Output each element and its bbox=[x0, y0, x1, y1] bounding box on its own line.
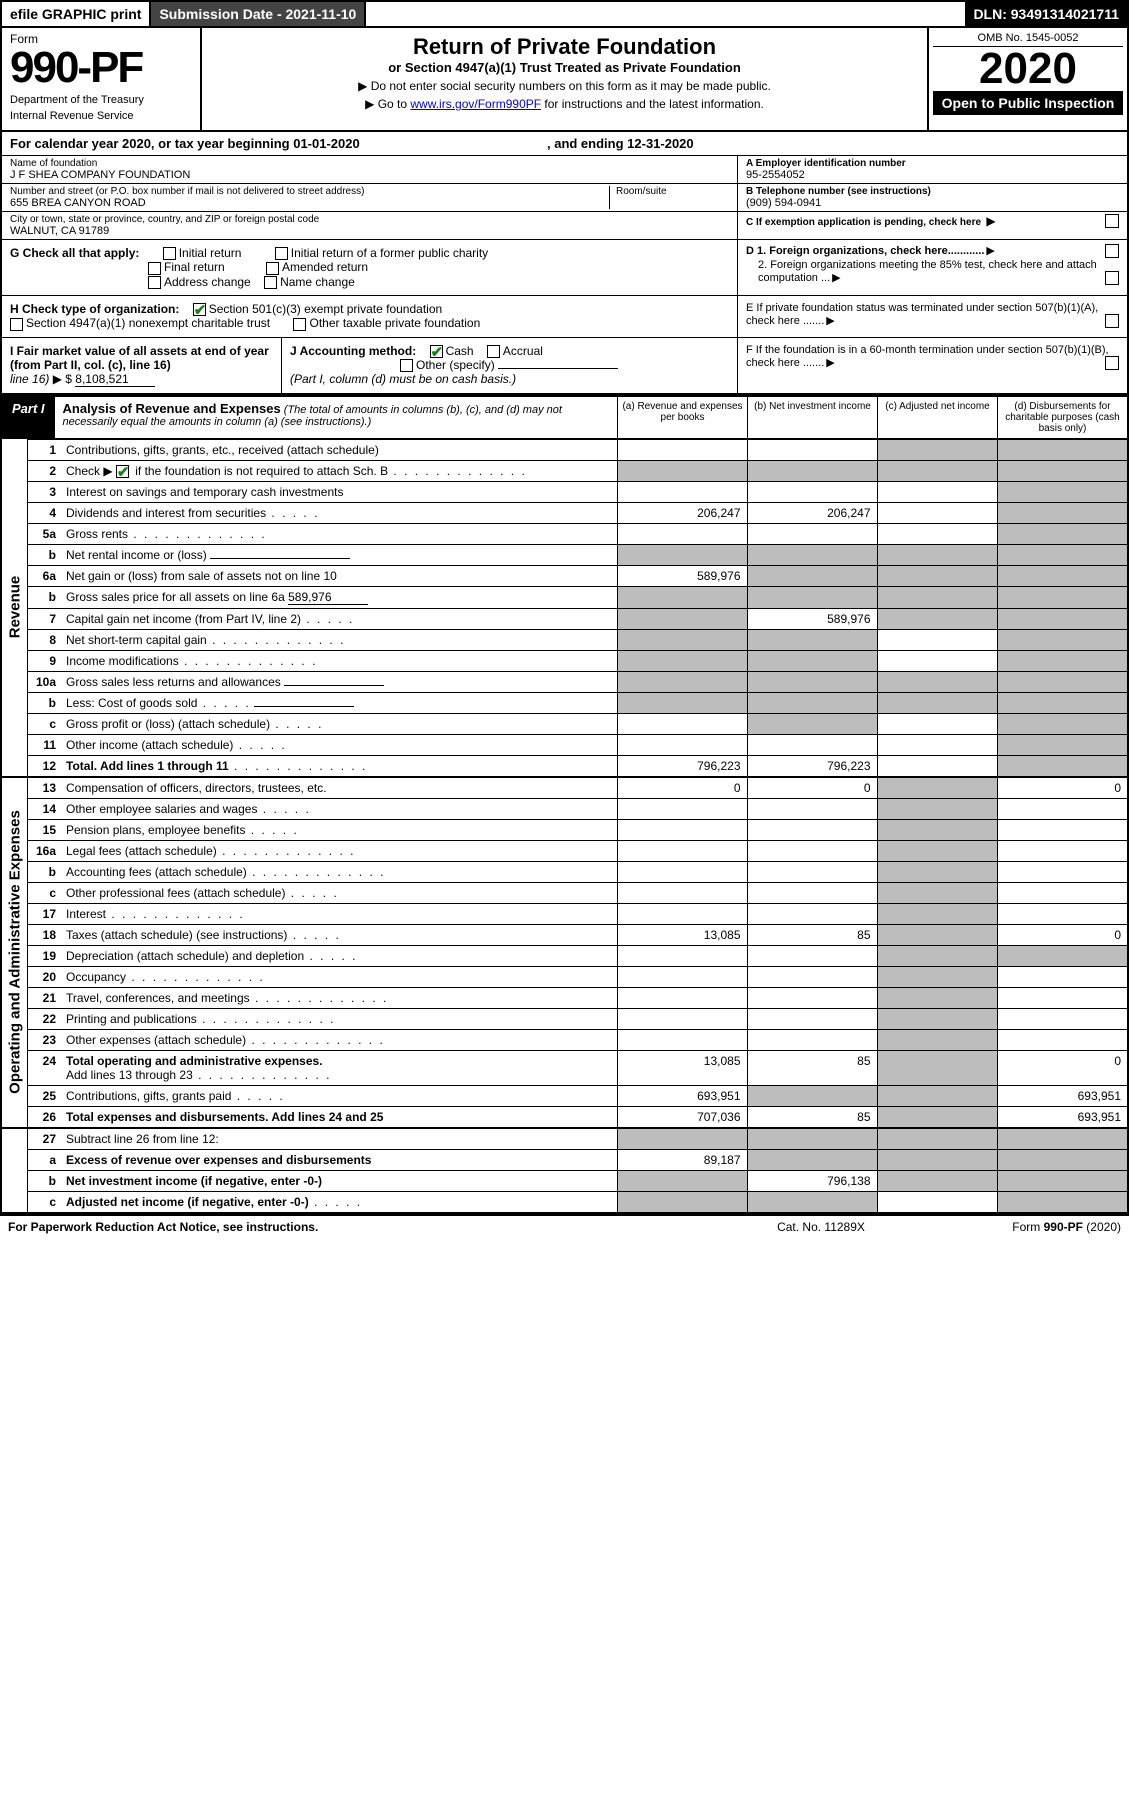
note-link: ▶ Go to www.irs.gov/Form990PF for instru… bbox=[212, 97, 917, 111]
calendar-year-row: For calendar year 2020, or tax year begi… bbox=[2, 132, 1127, 156]
e-section: E If private foundation status was termi… bbox=[737, 296, 1127, 337]
cb-e[interactable] bbox=[1105, 314, 1119, 328]
i-section: I Fair market value of all assets at end… bbox=[2, 338, 282, 393]
note2-post: for instructions and the latest informat… bbox=[541, 97, 764, 111]
submission-date: Submission Date - 2021-11-10 bbox=[151, 2, 366, 26]
dept-irs: Internal Revenue Service bbox=[10, 110, 192, 122]
f-section: F If the foundation is in a 60-month ter… bbox=[737, 338, 1127, 393]
arrow-icon: ▶ bbox=[986, 214, 995, 228]
form-title: Return of Private Foundation bbox=[212, 34, 917, 60]
g-d-row: G Check all that apply: Initial return I… bbox=[2, 240, 1127, 296]
page-footer: For Paperwork Reduction Act Notice, see … bbox=[0, 1214, 1129, 1238]
form-header: Form 990-PF Department of the Treasury I… bbox=[2, 28, 1127, 132]
form-container: efile GRAPHIC print Submission Date - 20… bbox=[0, 0, 1129, 1214]
j-section: J Accounting method: Cash Accrual Other … bbox=[282, 338, 737, 393]
revenue-side-label: Revenue bbox=[2, 439, 28, 776]
header-left: Form 990-PF Department of the Treasury I… bbox=[2, 28, 202, 130]
dept-treasury: Department of the Treasury bbox=[10, 94, 192, 106]
revenue-section: Revenue 1Contributions, gifts, grants, e… bbox=[2, 439, 1127, 776]
header-right: OMB No. 1545-0052 2020 Open to Public In… bbox=[927, 28, 1127, 130]
g-section: G Check all that apply: Initial return I… bbox=[2, 240, 737, 295]
phone-label: B Telephone number (see instructions) bbox=[746, 186, 1119, 197]
part1-tag: Part I bbox=[2, 397, 55, 438]
cb-accrual[interactable] bbox=[487, 345, 500, 358]
cb-cash[interactable] bbox=[430, 345, 443, 358]
part1-header: Part I Analysis of Revenue and Expenses … bbox=[2, 395, 1127, 439]
h-label: H Check type of organization: bbox=[10, 302, 179, 316]
footer-left: For Paperwork Reduction Act Notice, see … bbox=[8, 1220, 721, 1234]
cb-d2[interactable] bbox=[1105, 271, 1119, 285]
dln-label: DLN: 93491314021711 bbox=[965, 2, 1127, 26]
cal-end: , and ending 12-31-2020 bbox=[547, 136, 694, 151]
d2-label: 2. Foreign organizations meeting the 85%… bbox=[758, 259, 1097, 284]
j-note: (Part I, column (d) must be on cash basi… bbox=[290, 372, 516, 386]
revenue-table: 1Contributions, gifts, grants, etc., rec… bbox=[28, 439, 1127, 776]
addr-value: 655 BREA CANYON ROAD bbox=[10, 197, 609, 209]
c-checkbox[interactable] bbox=[1105, 214, 1119, 228]
city-label: City or town, state or province, country… bbox=[10, 214, 729, 225]
form-number: 990-PF bbox=[10, 46, 192, 90]
footer-form: Form 990-PF (2020) bbox=[921, 1220, 1121, 1234]
expenses-section: Operating and Administrative Expenses 13… bbox=[2, 776, 1127, 1127]
cb-initial-return[interactable] bbox=[163, 247, 176, 260]
c-label: C If exemption application is pending, c… bbox=[746, 217, 981, 228]
header-mid: Return of Private Foundation or Section … bbox=[202, 28, 927, 130]
efile-label: efile GRAPHIC print bbox=[2, 2, 151, 26]
f-label: F If the foundation is in a 60-month ter… bbox=[746, 344, 1109, 369]
city-exemption-row: City or town, state or province, country… bbox=[2, 212, 1127, 240]
cb-address-change[interactable] bbox=[148, 276, 161, 289]
tax-year: 2020 bbox=[933, 47, 1123, 91]
top-bar: efile GRAPHIC print Submission Date - 20… bbox=[2, 2, 1127, 28]
cb-501c3[interactable] bbox=[193, 303, 206, 316]
col-a-hdr: (a) Revenue and expenses per books bbox=[617, 397, 747, 438]
ein-value: 95-2554052 bbox=[746, 169, 1119, 181]
form-subtitle: or Section 4947(a)(1) Trust Treated as P… bbox=[212, 60, 917, 75]
foundation-name: J F SHEA COMPANY FOUNDATION bbox=[10, 169, 729, 181]
e-label: E If private foundation status was termi… bbox=[746, 302, 1098, 327]
i-j-f-row: I Fair market value of all assets at end… bbox=[2, 338, 1127, 395]
cb-4947[interactable] bbox=[10, 318, 23, 331]
i-arrow: ▶ $ bbox=[53, 372, 72, 386]
column-headers: (a) Revenue and expenses per books (b) N… bbox=[617, 397, 1127, 438]
cal-begin: For calendar year 2020, or tax year begi… bbox=[10, 136, 360, 151]
phone-value: (909) 594-0941 bbox=[746, 197, 1119, 209]
cb-name-change[interactable] bbox=[264, 276, 277, 289]
g-label: G Check all that apply: bbox=[10, 246, 139, 260]
footer-cat: Cat. No. 11289X bbox=[721, 1220, 921, 1234]
room-label: Room/suite bbox=[616, 186, 729, 197]
cb-other-taxable[interactable] bbox=[293, 318, 306, 331]
col-c-hdr: (c) Adjusted net income bbox=[877, 397, 997, 438]
addr-label: Number and street (or P.O. box number if… bbox=[10, 186, 609, 197]
name-ein-row: Name of foundation J F SHEA COMPANY FOUN… bbox=[2, 156, 1127, 184]
col-d-hdr: (d) Disbursements for charitable purpose… bbox=[997, 397, 1127, 438]
address-phone-row: Number and street (or P.O. box number if… bbox=[2, 184, 1127, 212]
h-section: H Check type of organization: Section 50… bbox=[2, 296, 737, 337]
name-label: Name of foundation bbox=[10, 158, 729, 169]
d-section: D 1. Foreign organizations, check here..… bbox=[737, 240, 1127, 295]
note-ssn: ▶ Do not enter social security numbers o… bbox=[212, 79, 917, 93]
cb-final-return[interactable] bbox=[148, 262, 161, 275]
city-value: WALNUT, CA 91789 bbox=[10, 225, 729, 237]
cb-d1[interactable] bbox=[1105, 244, 1119, 258]
open-public: Open to Public Inspection bbox=[933, 91, 1123, 115]
ein-label: A Employer identification number bbox=[746, 158, 1119, 169]
cb-f[interactable] bbox=[1105, 356, 1119, 370]
expenses-side-label: Operating and Administrative Expenses bbox=[2, 778, 28, 1127]
expenses-table: 13Compensation of officers, directors, t… bbox=[28, 778, 1127, 1127]
col-b-hdr: (b) Net investment income bbox=[747, 397, 877, 438]
j-label: J Accounting method: bbox=[290, 344, 416, 358]
net-table: 27Subtract line 26 from line 12: aExcess… bbox=[28, 1129, 1127, 1212]
cb-other-method[interactable] bbox=[400, 359, 413, 372]
i-label: I Fair market value of all assets at end… bbox=[10, 344, 269, 372]
irs-link[interactable]: www.irs.gov/Form990PF bbox=[410, 97, 541, 111]
cb-sch-b[interactable] bbox=[116, 465, 129, 478]
fmv-value: 8,108,521 bbox=[75, 372, 155, 387]
net-section: 27Subtract line 26 from line 12: aExcess… bbox=[2, 1127, 1127, 1212]
note2-pre: ▶ Go to bbox=[365, 97, 410, 111]
h-e-row: H Check type of organization: Section 50… bbox=[2, 296, 1127, 338]
cb-initial-public[interactable] bbox=[275, 247, 288, 260]
cb-amended[interactable] bbox=[266, 262, 279, 275]
d1-label: D 1. Foreign organizations, check here..… bbox=[746, 245, 984, 257]
part1-desc: Analysis of Revenue and Expenses (The to… bbox=[55, 397, 617, 438]
